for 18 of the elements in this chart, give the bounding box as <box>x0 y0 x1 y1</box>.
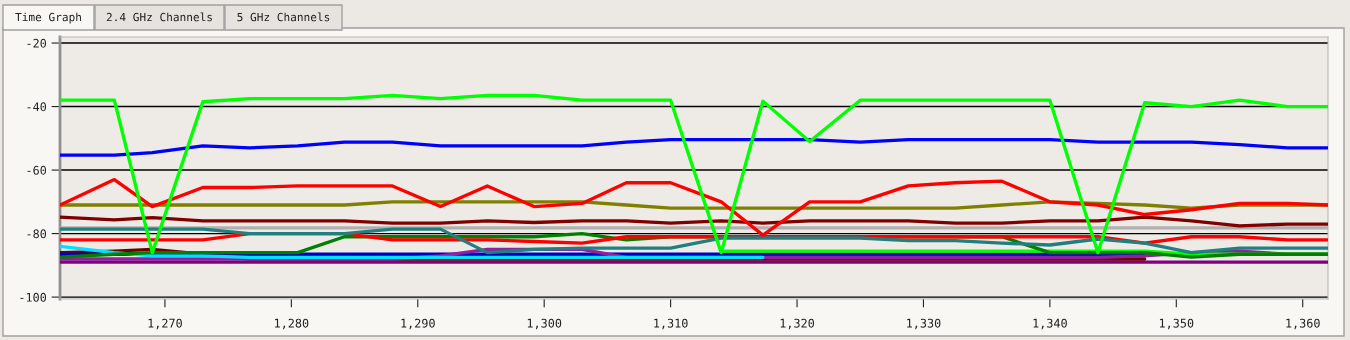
x-tick-label: 1,280 <box>275 318 309 330</box>
text: 5 GHz Channels <box>237 12 330 22</box>
text: Time Graph <box>15 12 81 24</box>
x-tick-label: 1,270 <box>148 318 182 330</box>
x-tick-label: 1,350 <box>1159 318 1194 330</box>
x-tick-label: 1,340 <box>1033 318 1067 330</box>
y-tick-label: -60 <box>27 165 47 175</box>
x-tick-label: 1,320 <box>780 318 815 330</box>
x-tick-label: 1,300 <box>527 318 562 330</box>
y-tick-label: -80 <box>27 229 47 239</box>
text: 2.4 GHz Channels <box>106 12 212 22</box>
y-tick-label: -40 <box>27 102 47 112</box>
y-tick-label: -20 <box>27 38 47 48</box>
y-tick-label: -100 <box>20 292 47 302</box>
x-tick-label: 1,310 <box>654 318 688 330</box>
x-tick-label: 1,360 <box>1286 318 1320 330</box>
x-tick-label: 1,290 <box>401 318 435 330</box>
x-tick-label: 1,330 <box>907 318 941 330</box>
